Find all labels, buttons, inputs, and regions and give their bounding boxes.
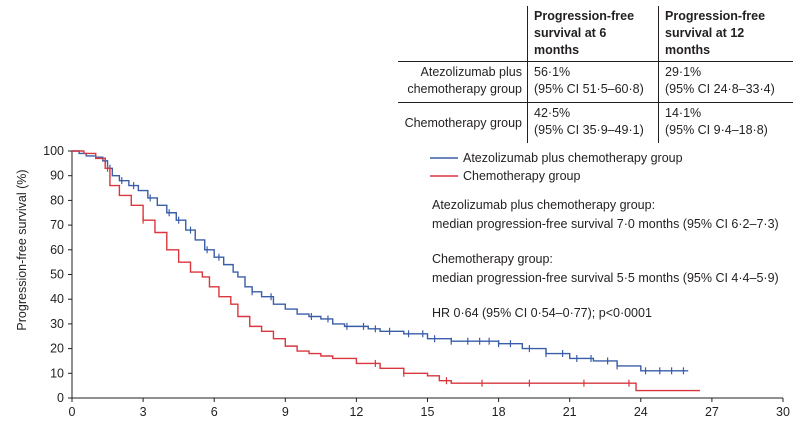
x-tick-label: 0 [69,405,76,419]
row-label-chemo: Chemotherapy group [398,102,528,143]
cell-chemo-6: 42·5% (95% CI 35·9–49·1) [527,102,659,143]
x-tick-label: 15 [421,405,435,419]
chemo-6-ci: (95% CI 35·9–49·1) [534,123,644,137]
x-tick-label: 27 [705,405,719,419]
x-tick-label: 12 [349,405,363,419]
table-row: Chemotherapy group 42·5% (95% CI 35·9–49… [398,102,793,143]
header-pfs-6: Progression-free survival at 6 months [527,6,659,62]
series-layer [72,150,701,392]
cell-atezo-12: 29·1% (95% CI 24·8–33·4) [658,61,793,103]
atezo-12-value: 29·1% [665,65,702,79]
y-tick-label: 70 [50,218,64,232]
legend-label-chemo: Chemotherapy group [463,169,580,183]
atezo-median-title: Atezolizumab plus chemotherapy group: [432,198,655,212]
y-tick-label: 100 [43,144,64,158]
cell-atezo-6: 56·1% (95% CI 51·5–60·8) [527,61,659,103]
x-tick-label: 3 [140,405,147,419]
atezo-6-value: 56·1% [534,65,571,79]
atezo-median-text: median progression-free survival 7·0 mon… [432,217,779,231]
km-curve-atezo [72,150,689,372]
y-tick-label: 0 [57,391,64,405]
table-header-row: Progression-free survival at 6 months Pr… [398,6,793,62]
table-row: Atezolizumab plus chemotherapy group 56·… [398,61,793,103]
chemo-median-text: median progression-free survival 5·5 mon… [432,271,779,285]
y-axis-title: Progression-free survival (%) [15,169,29,330]
y-tick-label: 90 [50,169,64,183]
x-tick-label: 6 [211,405,218,419]
x-tick-label: 21 [563,405,577,419]
header-pfs-12: Progression-free survival at 12 months [658,6,793,62]
cell-chemo-12: 14·1% (95% CI 9·4–18·8) [658,102,793,143]
table-corner [398,6,528,62]
x-tick-label: 9 [282,405,289,419]
x-tick-label: 24 [634,405,648,419]
y-tick-label: 50 [50,268,64,282]
y-tick-label: 30 [50,317,64,331]
legend-label-atezo: Atezolizumab plus chemotherapy group [463,151,683,165]
x-tick-label: 30 [776,405,790,419]
y-tick-label: 80 [50,193,64,207]
km-curve-chemo [72,150,701,392]
y-tick-label: 60 [50,243,64,257]
hazard-ratio: HR 0·64 (95% CI 0·54–0·77); p<0·0001 [432,306,652,320]
row-label-atezo: Atezolizumab plus chemotherapy group [398,61,528,103]
y-tick-label: 10 [50,366,64,380]
chemo-median-title: Chemotherapy group: [432,252,553,266]
legend: Atezolizumab plus chemotherapy group Che… [430,151,683,183]
atezo-12-ci: (95% CI 24·8–33·4) [665,82,775,96]
y-tick-label: 20 [50,342,64,356]
chemo-12-ci: (95% CI 9·4–18·8) [665,123,768,137]
pfs-summary-table: Progression-free survival at 6 months Pr… [398,6,793,143]
chemo-12-value: 14·1% [665,106,702,120]
axes: 0 3 6 9 12 15 18 21 24 27 30 0 10 20 30 40 50 60 70 80 90 100 [43,144,790,419]
chemo-6-value: 42·5% [534,106,571,120]
atezo-6-ci: (95% CI 51·5–60·8) [534,82,644,96]
y-tick-label: 40 [50,292,64,306]
x-tick-label: 18 [492,405,506,419]
